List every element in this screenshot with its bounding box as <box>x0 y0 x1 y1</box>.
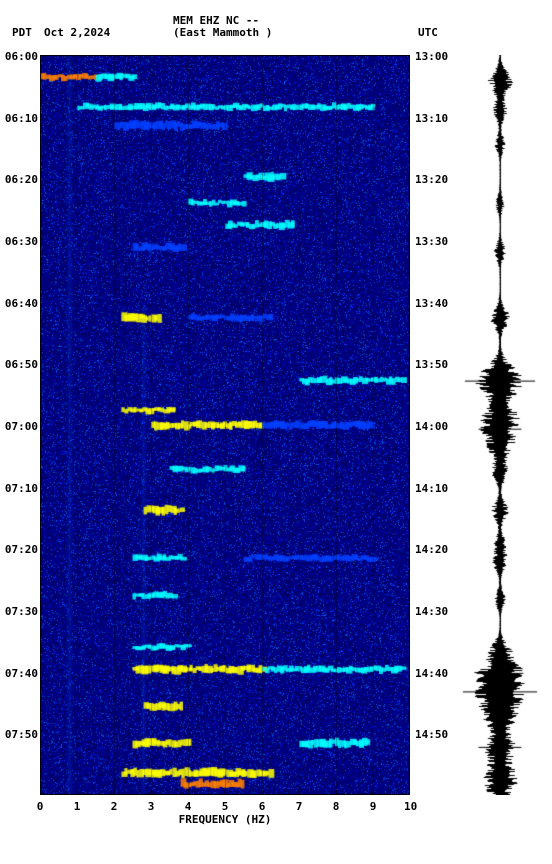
freq-tick: 0 <box>34 800 46 813</box>
time-tick-right: 13:20 <box>415 173 448 186</box>
freq-tick: 7 <box>293 800 305 813</box>
time-tick-right: 14:40 <box>415 667 448 680</box>
time-tick-right: 14:10 <box>415 482 448 495</box>
spectrogram-plot <box>40 55 410 795</box>
freq-tick: 1 <box>71 800 83 813</box>
time-tick-right: 14:30 <box>415 605 448 618</box>
freq-tick: 4 <box>182 800 194 813</box>
freq-tick: 10 <box>404 800 416 813</box>
tz-right-label: UTC <box>418 26 438 39</box>
freq-tick: 6 <box>256 800 268 813</box>
time-tick-right: 13:40 <box>415 297 448 310</box>
time-tick-left: 07:30 <box>0 605 38 618</box>
waveform-panel <box>460 55 540 795</box>
time-tick-left: 07:40 <box>0 667 38 680</box>
freq-tick: 3 <box>145 800 157 813</box>
time-tick-left: 06:30 <box>0 235 38 248</box>
time-tick-left: 07:20 <box>0 543 38 556</box>
spectrogram-canvas <box>40 55 410 795</box>
freq-tick: 5 <box>219 800 231 813</box>
time-tick-left: 06:50 <box>0 358 38 371</box>
freq-tick: 8 <box>330 800 342 813</box>
time-tick-left: 06:20 <box>0 173 38 186</box>
time-tick-right: 14:50 <box>415 728 448 741</box>
time-tick-right: 14:00 <box>415 420 448 433</box>
waveform-canvas <box>460 55 540 795</box>
time-tick-right: 13:30 <box>415 235 448 248</box>
date-label: Oct 2,2024 <box>44 26 110 39</box>
time-tick-left: 07:00 <box>0 420 38 433</box>
time-tick-left: 07:10 <box>0 482 38 495</box>
time-tick-left: 06:00 <box>0 50 38 63</box>
x-axis-label: FREQUENCY (HZ) <box>40 813 410 826</box>
tz-left-label: PDT <box>12 26 32 39</box>
time-tick-left: 06:40 <box>0 297 38 310</box>
time-tick-left: 07:50 <box>0 728 38 741</box>
location-label: (East Mammoth ) <box>173 26 272 39</box>
freq-tick: 2 <box>108 800 120 813</box>
time-tick-right: 13:00 <box>415 50 448 63</box>
time-tick-right: 14:20 <box>415 543 448 556</box>
time-tick-left: 06:10 <box>0 112 38 125</box>
chart-header: PDT Oct 2,2024 MEM EHZ NC -- (East Mammo… <box>0 10 552 50</box>
time-tick-right: 13:10 <box>415 112 448 125</box>
freq-tick: 9 <box>367 800 379 813</box>
time-tick-right: 13:50 <box>415 358 448 371</box>
